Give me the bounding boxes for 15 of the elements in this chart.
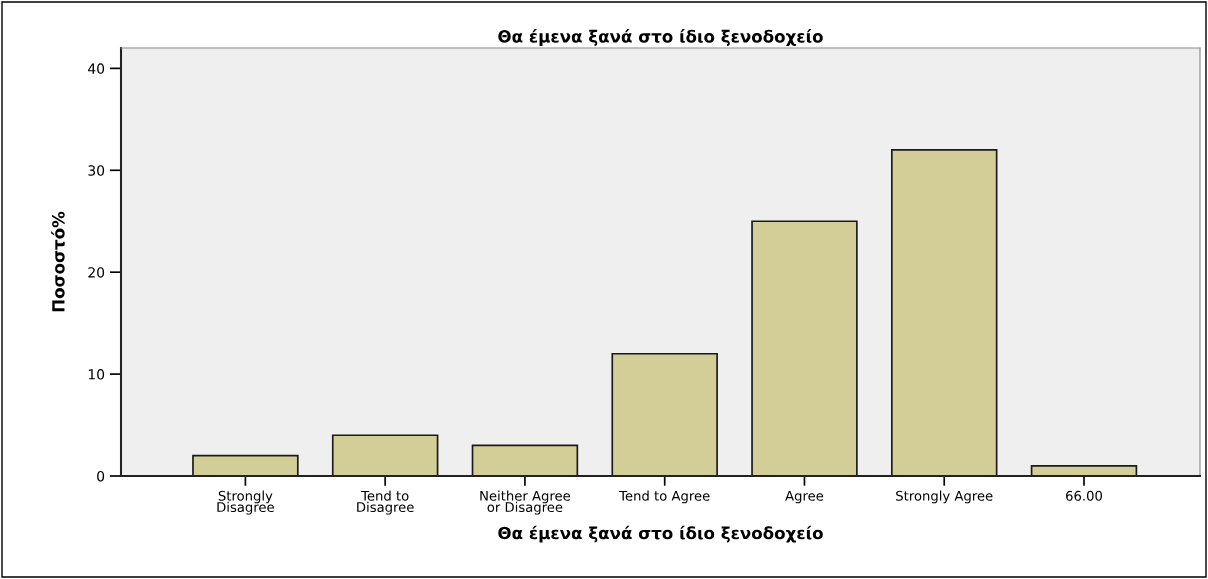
- y-tick-label: 20: [88, 267, 105, 278]
- y-tick-label: 10: [88, 369, 105, 380]
- x-tick-label: Agree: [785, 490, 824, 504]
- y-tick-label: 30: [88, 165, 105, 176]
- x-tick-label: Strongly Disagree: [217, 490, 274, 515]
- x-tick-label: Tend to Disagree: [357, 490, 414, 515]
- x-tick-label: Tend to Agree: [619, 490, 710, 504]
- x-tick-label: 66.00: [1066, 490, 1102, 501]
- x-tick-label: Neither Agree or Disagree: [480, 490, 571, 515]
- y-tick-label: 40: [88, 63, 105, 74]
- x-axis-title: Θα έμενα ξανά στο ίδιο ξενοδοχείο: [498, 525, 823, 543]
- x-tick-label: Strongly Agree: [896, 490, 993, 504]
- y-tick-label: 0: [97, 470, 105, 482]
- chart-title: Θα έμενα ξανά στο ίδιο ξενοδοχείο: [498, 29, 823, 46]
- y-axis-title: Ποσοστό%: [51, 211, 65, 312]
